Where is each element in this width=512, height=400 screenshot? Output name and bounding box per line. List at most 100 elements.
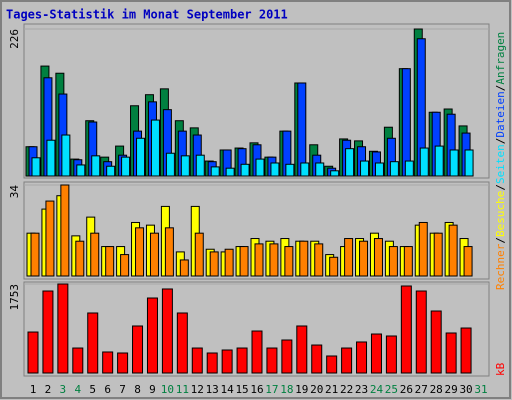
bar <box>374 162 384 177</box>
legend: Rechner/Besuche/Seiten/Dateien/Anfragen <box>494 32 507 290</box>
y-tick-label: 226 <box>8 29 21 49</box>
x-tick-label: 5 <box>89 383 96 396</box>
bar <box>269 243 279 277</box>
bar <box>430 310 442 374</box>
x-tick-label: 13 <box>206 383 219 396</box>
bar <box>254 243 264 277</box>
bar <box>61 134 71 177</box>
x-tick-label: 17 <box>265 383 278 396</box>
bar <box>433 232 443 277</box>
bar <box>224 248 234 277</box>
bar <box>87 312 99 374</box>
bar <box>300 162 310 177</box>
bar <box>284 246 294 277</box>
x-tick-label: 1 <box>30 383 37 396</box>
bar <box>296 325 308 374</box>
bar <box>434 145 444 177</box>
bar <box>57 283 69 374</box>
bar <box>194 232 204 277</box>
legend-entry: Dateien <box>494 91 507 137</box>
bar <box>341 347 353 374</box>
bar <box>326 355 338 374</box>
bar <box>239 246 249 277</box>
bar <box>164 227 174 277</box>
bar <box>132 325 144 374</box>
x-tick-label: 2 <box>45 383 52 396</box>
bar <box>463 246 473 277</box>
legend-entry: kB <box>494 362 507 376</box>
legend-entry: Rechner <box>494 243 507 290</box>
bar <box>146 297 158 374</box>
bar <box>206 352 218 374</box>
bar <box>448 224 458 277</box>
bar <box>90 232 100 277</box>
x-tick-label: 4 <box>74 383 81 396</box>
bar <box>419 147 429 177</box>
bar <box>46 139 56 177</box>
x-tick-label: 24 <box>370 383 384 396</box>
x-tick-label: 10 <box>161 383 174 396</box>
bar <box>460 327 472 374</box>
bar <box>149 232 159 277</box>
x-tick-label: 9 <box>149 383 156 396</box>
x-tick-label: 29 <box>445 383 458 396</box>
bar <box>388 246 398 277</box>
bar <box>117 352 129 374</box>
x-tick-label: 11 <box>176 383 189 396</box>
bar <box>240 163 250 177</box>
bar <box>121 156 131 177</box>
bar <box>251 330 263 374</box>
x-tick-label: 22 <box>340 383 353 396</box>
bar <box>31 157 41 177</box>
bar <box>60 184 70 277</box>
bar <box>210 166 220 177</box>
bar <box>315 162 325 177</box>
bar <box>418 221 428 277</box>
bar <box>401 68 411 177</box>
bar <box>176 312 188 374</box>
bar <box>329 256 339 277</box>
x-tick-label: 7 <box>119 383 126 396</box>
bar <box>270 162 280 177</box>
x-tick-label: 31 <box>474 383 487 396</box>
bar <box>299 240 309 277</box>
legend-entry: Seiten <box>494 144 507 184</box>
bar <box>221 349 233 374</box>
x-tick-label: 14 <box>221 383 235 396</box>
bar <box>161 288 173 374</box>
legend-entry: Besuche <box>494 191 507 237</box>
bar <box>356 341 368 374</box>
bar <box>225 167 235 177</box>
bar <box>27 331 39 374</box>
bar <box>135 227 145 277</box>
bar <box>195 154 205 177</box>
bar <box>120 254 130 277</box>
bar <box>330 170 340 177</box>
y-tick-label: 1753 <box>8 284 21 311</box>
bar <box>106 165 116 177</box>
bar <box>91 155 101 177</box>
legend-separator: / <box>494 85 507 92</box>
legend-separator: / <box>494 138 507 145</box>
x-tick-label: 27 <box>415 383 428 396</box>
legend-entry: Anfragen <box>494 32 507 85</box>
bar <box>150 119 160 177</box>
bar <box>385 335 397 374</box>
x-tick-label: 15 <box>235 383 248 396</box>
bar <box>179 259 189 277</box>
bar <box>359 240 369 277</box>
x-tick-label: 23 <box>355 383 368 396</box>
y-tick-label: 34 <box>8 185 21 199</box>
bar <box>403 246 413 277</box>
bar <box>266 347 278 374</box>
legend-separator: / <box>494 237 507 244</box>
bar <box>76 164 86 177</box>
bar <box>255 158 265 177</box>
x-tick-label: 26 <box>400 383 413 396</box>
x-tick-label: 19 <box>295 383 308 396</box>
bar <box>400 285 412 374</box>
bar <box>45 200 55 277</box>
bar <box>209 251 219 277</box>
